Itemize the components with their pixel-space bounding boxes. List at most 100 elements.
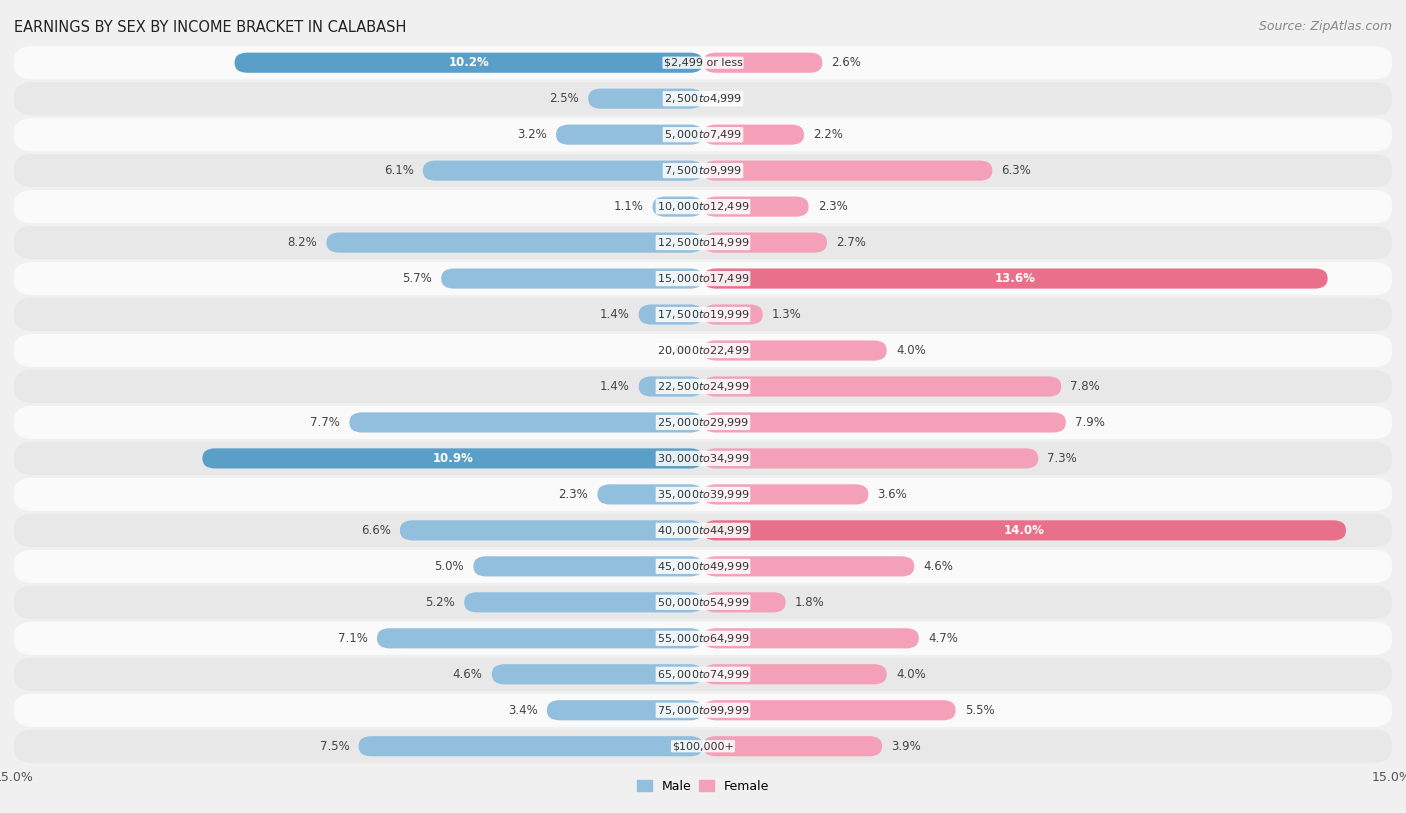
FancyBboxPatch shape	[703, 304, 762, 324]
Text: 7.7%: 7.7%	[311, 416, 340, 429]
FancyBboxPatch shape	[588, 89, 703, 109]
Text: $45,000 to $49,999: $45,000 to $49,999	[657, 560, 749, 573]
FancyBboxPatch shape	[14, 82, 1392, 115]
FancyBboxPatch shape	[14, 262, 1392, 295]
Text: 5.0%: 5.0%	[434, 560, 464, 573]
FancyBboxPatch shape	[703, 197, 808, 217]
FancyBboxPatch shape	[555, 124, 703, 145]
Text: $25,000 to $29,999: $25,000 to $29,999	[657, 416, 749, 429]
Text: $35,000 to $39,999: $35,000 to $39,999	[657, 488, 749, 501]
Text: $12,500 to $14,999: $12,500 to $14,999	[657, 236, 749, 249]
FancyBboxPatch shape	[235, 53, 703, 73]
Text: 4.6%: 4.6%	[453, 667, 482, 680]
FancyBboxPatch shape	[14, 334, 1392, 367]
Text: 5.5%: 5.5%	[965, 704, 994, 717]
Text: $10,000 to $12,499: $10,000 to $12,499	[657, 200, 749, 213]
FancyBboxPatch shape	[703, 376, 1062, 397]
Text: 4.6%: 4.6%	[924, 560, 953, 573]
Text: $40,000 to $44,999: $40,000 to $44,999	[657, 524, 749, 537]
FancyBboxPatch shape	[14, 550, 1392, 583]
FancyBboxPatch shape	[14, 154, 1392, 187]
FancyBboxPatch shape	[14, 658, 1392, 691]
Text: 14.0%: 14.0%	[1004, 524, 1045, 537]
Text: 1.4%: 1.4%	[599, 308, 630, 321]
Text: 1.1%: 1.1%	[613, 200, 644, 213]
FancyBboxPatch shape	[492, 664, 703, 685]
Text: 7.9%: 7.9%	[1076, 416, 1105, 429]
FancyBboxPatch shape	[14, 693, 1392, 727]
Text: 3.2%: 3.2%	[517, 128, 547, 141]
Text: 4.0%: 4.0%	[896, 667, 925, 680]
Legend: Male, Female: Male, Female	[631, 775, 775, 798]
Text: 3.9%: 3.9%	[891, 740, 921, 753]
Text: 10.9%: 10.9%	[432, 452, 474, 465]
Text: 0.0%: 0.0%	[713, 92, 742, 105]
FancyBboxPatch shape	[703, 485, 869, 505]
FancyBboxPatch shape	[14, 586, 1392, 619]
FancyBboxPatch shape	[638, 304, 703, 324]
FancyBboxPatch shape	[598, 485, 703, 505]
FancyBboxPatch shape	[14, 226, 1392, 259]
Text: $2,500 to $4,999: $2,500 to $4,999	[664, 92, 742, 105]
Text: EARNINGS BY SEX BY INCOME BRACKET IN CALABASH: EARNINGS BY SEX BY INCOME BRACKET IN CAL…	[14, 20, 406, 35]
FancyBboxPatch shape	[14, 622, 1392, 654]
FancyBboxPatch shape	[349, 412, 703, 433]
Text: 2.7%: 2.7%	[837, 236, 866, 249]
FancyBboxPatch shape	[14, 730, 1392, 763]
FancyBboxPatch shape	[703, 520, 1346, 541]
FancyBboxPatch shape	[14, 406, 1392, 439]
FancyBboxPatch shape	[652, 197, 703, 217]
FancyBboxPatch shape	[14, 190, 1392, 223]
Text: 7.8%: 7.8%	[1070, 380, 1099, 393]
FancyBboxPatch shape	[703, 412, 1066, 433]
FancyBboxPatch shape	[326, 233, 703, 253]
Text: $55,000 to $64,999: $55,000 to $64,999	[657, 632, 749, 645]
FancyBboxPatch shape	[14, 370, 1392, 403]
Text: 6.1%: 6.1%	[384, 164, 413, 177]
Text: $20,000 to $22,499: $20,000 to $22,499	[657, 344, 749, 357]
Text: $65,000 to $74,999: $65,000 to $74,999	[657, 667, 749, 680]
Text: 1.4%: 1.4%	[599, 380, 630, 393]
Text: $75,000 to $99,999: $75,000 to $99,999	[657, 704, 749, 717]
FancyBboxPatch shape	[703, 556, 914, 576]
FancyBboxPatch shape	[703, 448, 1038, 468]
FancyBboxPatch shape	[14, 46, 1392, 79]
Text: $22,500 to $24,999: $22,500 to $24,999	[657, 380, 749, 393]
FancyBboxPatch shape	[703, 53, 823, 73]
Text: 6.6%: 6.6%	[361, 524, 391, 537]
FancyBboxPatch shape	[202, 448, 703, 468]
FancyBboxPatch shape	[377, 628, 703, 649]
Text: $15,000 to $17,499: $15,000 to $17,499	[657, 272, 749, 285]
FancyBboxPatch shape	[703, 628, 920, 649]
Text: 13.6%: 13.6%	[995, 272, 1036, 285]
Text: 6.3%: 6.3%	[1001, 164, 1031, 177]
FancyBboxPatch shape	[703, 664, 887, 685]
Text: $5,000 to $7,499: $5,000 to $7,499	[664, 128, 742, 141]
FancyBboxPatch shape	[703, 736, 882, 756]
Text: 3.4%: 3.4%	[508, 704, 537, 717]
FancyBboxPatch shape	[703, 592, 786, 612]
Text: 3.6%: 3.6%	[877, 488, 907, 501]
Text: $100,000+: $100,000+	[672, 741, 734, 751]
FancyBboxPatch shape	[14, 442, 1392, 475]
Text: 7.5%: 7.5%	[319, 740, 349, 753]
Text: 0.0%: 0.0%	[664, 344, 693, 357]
FancyBboxPatch shape	[474, 556, 703, 576]
Text: 7.1%: 7.1%	[337, 632, 368, 645]
Text: 5.2%: 5.2%	[425, 596, 456, 609]
Text: $7,500 to $9,999: $7,500 to $9,999	[664, 164, 742, 177]
FancyBboxPatch shape	[14, 118, 1392, 151]
Text: 2.2%: 2.2%	[813, 128, 844, 141]
FancyBboxPatch shape	[703, 124, 804, 145]
FancyBboxPatch shape	[703, 341, 887, 361]
FancyBboxPatch shape	[423, 160, 703, 180]
FancyBboxPatch shape	[464, 592, 703, 612]
Text: $30,000 to $34,999: $30,000 to $34,999	[657, 452, 749, 465]
Text: 4.0%: 4.0%	[896, 344, 925, 357]
Text: 4.7%: 4.7%	[928, 632, 957, 645]
Text: 2.5%: 2.5%	[550, 92, 579, 105]
FancyBboxPatch shape	[399, 520, 703, 541]
FancyBboxPatch shape	[359, 736, 703, 756]
FancyBboxPatch shape	[14, 298, 1392, 331]
Text: 1.8%: 1.8%	[794, 596, 824, 609]
